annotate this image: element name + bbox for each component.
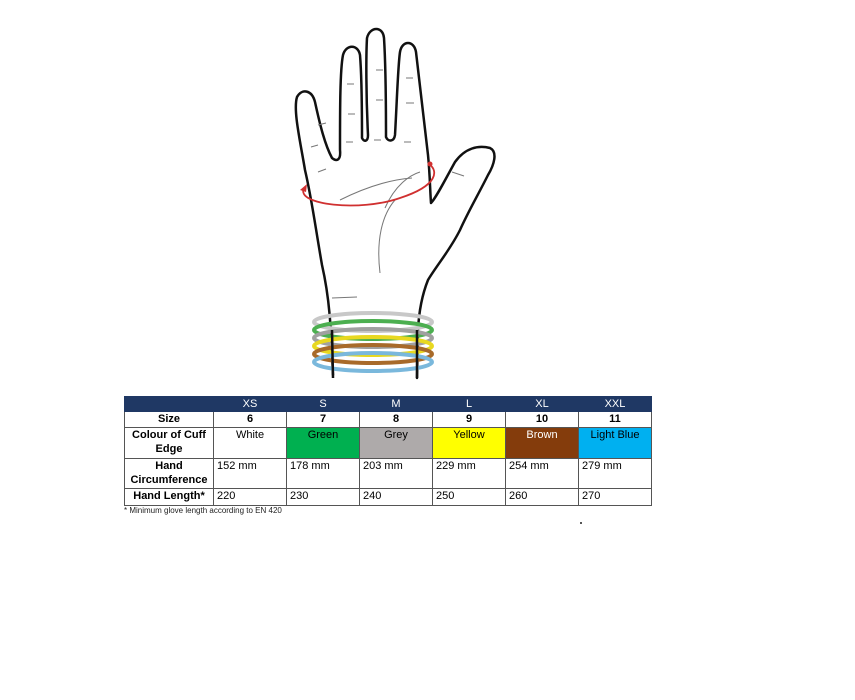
size-cell: 10 (505, 411, 579, 428)
length-cell: 230 (286, 488, 360, 506)
hand-with-cuff-rings-icon (294, 27, 496, 380)
size-table: XS S M L XL XXL Size 6 7 8 9 10 11 Colour of Cuff E… (124, 396, 652, 506)
size-header-cell: L (432, 396, 506, 412)
circumference-cell: 254 mm (505, 458, 579, 489)
length-row: Hand Length* 220 230 240 250 260 270 (124, 488, 652, 506)
size-header-cell: XL (505, 396, 579, 412)
length-cell: 270 (578, 488, 652, 506)
footnote: * Minimum glove length according to EN 4… (124, 506, 282, 515)
size-header-cell: XXL (578, 396, 652, 412)
circumference-cell: 178 mm (286, 458, 360, 489)
palm-lines (310, 69, 465, 299)
length-cell: 260 (505, 488, 579, 506)
colour-row: Colour of Cuff Edge White Green Grey Yellow B… (124, 427, 652, 459)
colour-cell: Grey (359, 427, 433, 459)
cuff-ring (312, 351, 434, 373)
colour-cell: Green (286, 427, 360, 459)
colour-cell: Brown (505, 427, 579, 459)
size-header-row: XS S M L XL XXL (124, 396, 652, 412)
size-header-cell: S (286, 396, 360, 412)
cuff-rings (312, 311, 434, 373)
colour-cell: Light Blue (578, 427, 652, 459)
length-cell: 250 (432, 488, 506, 506)
size-cell: 9 (432, 411, 506, 428)
size-cell: 6 (213, 411, 287, 428)
size-header-cell: XS (213, 396, 287, 412)
circumference-cell: 203 mm (359, 458, 433, 489)
size-cell: 7 (286, 411, 360, 428)
wrist-lines (330, 329, 419, 379)
circumference-cell: 279 mm (578, 458, 652, 489)
size-header-cell: M (359, 396, 433, 412)
size-cell: 11 (578, 411, 652, 428)
colour-cell: White (213, 427, 287, 459)
size-cell: 8 (359, 411, 433, 428)
circumference-cell: 152 mm (213, 458, 287, 489)
cuff-ring (312, 343, 434, 365)
stray-dot (580, 522, 582, 524)
circumference-row: Hand Circumference 152 mm 178 mm 203 mm 229 … (124, 458, 652, 489)
circumference-arrow (300, 161, 436, 207)
length-cell: 240 (359, 488, 433, 506)
length-cell: 220 (213, 488, 287, 506)
size-row: Size 6 7 8 9 10 11 (124, 411, 652, 428)
circumference-cell: 229 mm (432, 458, 506, 489)
colour-cell: Yellow (432, 427, 506, 459)
hand-outline (294, 27, 496, 380)
